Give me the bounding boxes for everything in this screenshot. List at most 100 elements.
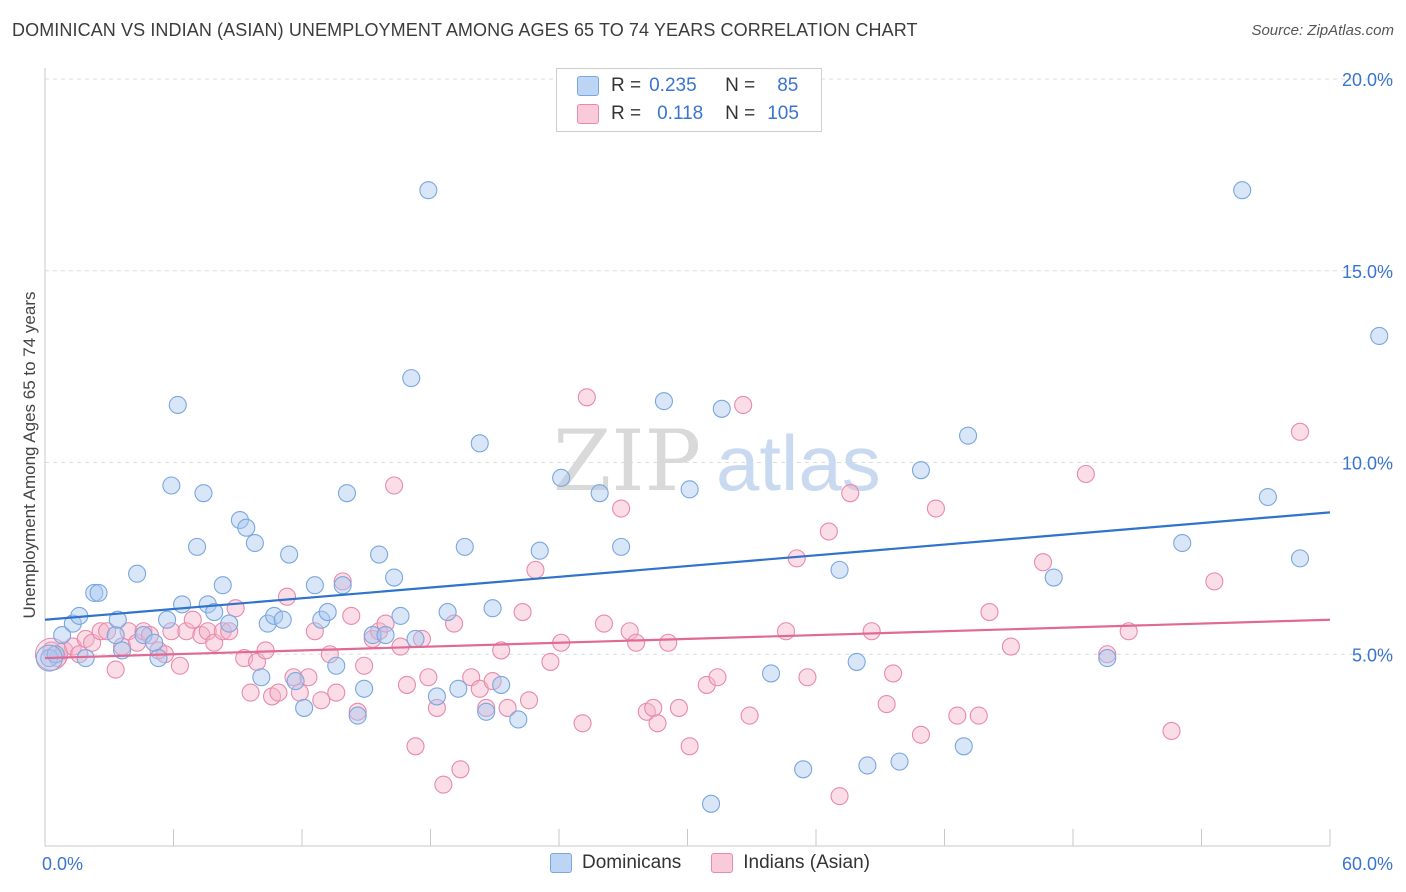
point-indians-asian (513, 603, 532, 622)
point-dominicans (89, 583, 108, 602)
point-indians-asian (830, 787, 849, 806)
point-indians-asian (1162, 721, 1181, 741)
point-dominicans (128, 564, 147, 583)
point-dominicans (312, 610, 331, 629)
trend-line-indians-asian (44, 618, 1331, 660)
point-indians-asian (877, 695, 896, 714)
point-indians-asian (419, 668, 438, 687)
point-indians-asian (648, 714, 667, 733)
point-dominicans (449, 679, 468, 698)
legend-r-label: R = (611, 75, 642, 96)
point-indians-asian (612, 499, 631, 518)
point-indians-asian (1076, 464, 1095, 484)
point-dominicans (712, 399, 731, 418)
legend-n-value: 85 (777, 75, 799, 96)
point-dominicans (230, 510, 249, 530)
point-indians-asian (55, 641, 74, 660)
point-dominicans (63, 614, 82, 633)
point-dominicans (483, 599, 502, 618)
x-tick-label: 0.0% (42, 854, 83, 874)
point-indians-asian (162, 622, 181, 641)
point-dominicans (1370, 326, 1389, 345)
point-indians-asian (627, 633, 646, 652)
point-indians-asian (451, 760, 470, 779)
point-dominicans (158, 610, 177, 629)
point-indians-asian (519, 691, 539, 710)
y-tick-label: 15.0% (1342, 262, 1393, 282)
trend-lines (44, 511, 1331, 660)
point-dominicans (85, 583, 104, 602)
point-dominicans (702, 794, 721, 813)
point-indians-asian (406, 737, 425, 756)
point-indians-asian (669, 698, 688, 717)
y-axis-label: Unemployment Among Ages 65 to 74 years (20, 292, 39, 619)
point-indians-asian (708, 668, 727, 687)
point-dominicans (552, 468, 571, 487)
point-dominicans (590, 484, 609, 503)
point-indians-asian (277, 587, 297, 606)
gridlines (45, 78, 1395, 655)
legend-row-dominicans: R = 0.235 N = 85 (577, 73, 798, 99)
point-dominicans (470, 434, 489, 453)
point-dominicans (890, 752, 909, 771)
legend-swatch-blue (577, 76, 599, 96)
point-indians-asian (911, 725, 930, 744)
point-dominicans (376, 626, 395, 645)
point-dominicans (402, 369, 421, 388)
point-dominicans (355, 679, 374, 698)
watermark: ZIP atlas (553, 412, 881, 510)
point-indians-asian (106, 660, 125, 679)
point-indians-asian (312, 691, 331, 710)
point-dominicans (194, 484, 213, 503)
point-dominicans (237, 518, 256, 537)
point-dominicans (258, 614, 277, 633)
point-dominicans (149, 649, 168, 668)
point-dominicans (188, 537, 207, 556)
point-dominicans (1290, 549, 1310, 568)
point-indians-asian (948, 706, 967, 725)
point-indians-asian (819, 522, 838, 541)
point-dominicans (794, 760, 813, 779)
axes (44, 68, 1331, 847)
point-indians-asian (798, 668, 817, 687)
bottom-legend: Dominicans Indians (Asian) (550, 852, 900, 874)
point-dominicans (1173, 533, 1192, 553)
point-dominicans (830, 560, 849, 579)
point-indians-asian (969, 706, 988, 725)
point-dominicans (327, 656, 346, 675)
point-dominicans (273, 610, 292, 629)
point-dominicans (1233, 181, 1252, 200)
point-dominicans (305, 576, 324, 595)
point-dominicans (391, 606, 410, 625)
legend-n-value: 105 (767, 103, 799, 124)
point-indians-asian (659, 633, 678, 652)
point-dominicans (455, 537, 474, 556)
point-dominicans (406, 629, 425, 648)
point-dominicans (858, 756, 877, 775)
point-dominicans (252, 668, 271, 687)
point-indians-asian (498, 698, 517, 717)
point-indians-asian (577, 388, 596, 407)
point-indians-asian (327, 683, 346, 702)
point-dominicans (1098, 649, 1117, 668)
legend-r-value: 0.118 (657, 103, 704, 124)
point-dominicans (173, 595, 192, 614)
tick-labels: 5.0% 10.0% 15.0% 20.0% 0.0% 60.0% (42, 70, 1393, 874)
y-tick-label: 20.0% (1342, 70, 1393, 90)
point-dominicans (145, 633, 164, 652)
point-dominicans (348, 706, 367, 725)
point-indians-asian (492, 641, 511, 660)
point-dominicans (477, 702, 496, 721)
point-dominicans (1258, 487, 1277, 507)
source-label: Source: ZipAtlas.com (1251, 22, 1394, 39)
point-indians-asian (342, 606, 361, 625)
point-indians-asian (594, 614, 614, 633)
point-dominicans (612, 537, 631, 556)
point-indians-asian (213, 622, 232, 641)
point-indians-asian (526, 560, 545, 579)
point-indians-asian (91, 622, 110, 641)
point-indians-asian (477, 698, 496, 717)
point-dominicans (220, 614, 239, 633)
point-dominicans (363, 626, 382, 645)
point-indians-asian (98, 622, 117, 641)
